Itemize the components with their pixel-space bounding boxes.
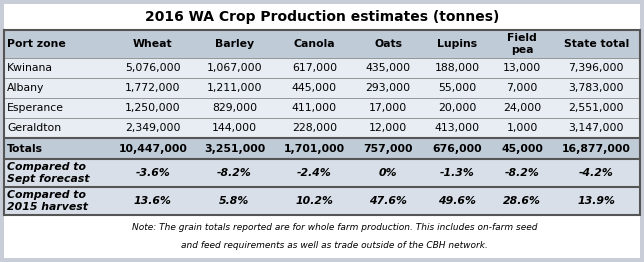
Text: 28.6%: 28.6% — [503, 196, 541, 206]
Bar — [4, 159, 640, 187]
Bar — [4, 98, 640, 118]
Text: Field
pea: Field pea — [507, 33, 537, 55]
Text: 17,000: 17,000 — [369, 103, 407, 113]
Text: -2.4%: -2.4% — [297, 168, 332, 178]
Text: -1.3%: -1.3% — [440, 168, 475, 178]
Text: 10.2%: 10.2% — [296, 196, 334, 206]
Bar — [4, 138, 640, 159]
Text: 829,000: 829,000 — [212, 103, 257, 113]
Bar — [4, 30, 640, 58]
Text: 3,147,000: 3,147,000 — [569, 123, 624, 133]
Text: -3.6%: -3.6% — [135, 168, 170, 178]
Text: 411,000: 411,000 — [292, 103, 337, 113]
Text: State total: State total — [564, 39, 629, 49]
Text: 10,447,000: 10,447,000 — [118, 144, 187, 154]
Text: 24,000: 24,000 — [503, 103, 542, 113]
Text: 757,000: 757,000 — [363, 144, 413, 154]
Text: 1,067,000: 1,067,000 — [207, 63, 262, 73]
Text: 5.8%: 5.8% — [220, 196, 250, 206]
Text: 2016 WA Crop Production estimates (tonnes): 2016 WA Crop Production estimates (tonne… — [145, 10, 499, 24]
Text: -4.2%: -4.2% — [579, 168, 614, 178]
Text: 7,000: 7,000 — [507, 83, 538, 93]
Text: 49.6%: 49.6% — [439, 196, 476, 206]
Text: 5,076,000: 5,076,000 — [125, 63, 180, 73]
Text: 16,877,000: 16,877,000 — [562, 144, 630, 154]
Text: 13.9%: 13.9% — [577, 196, 615, 206]
Bar — [4, 78, 640, 98]
Text: Note: The grain totals reported are for whole farm production. This includes on-: Note: The grain totals reported are for … — [132, 223, 538, 232]
Text: 0%: 0% — [379, 168, 397, 178]
Text: 2,551,000: 2,551,000 — [569, 103, 624, 113]
Text: 20,000: 20,000 — [438, 103, 477, 113]
Bar — [4, 58, 640, 78]
Text: 445,000: 445,000 — [292, 83, 337, 93]
Text: -8.2%: -8.2% — [217, 168, 252, 178]
Text: Geraldton: Geraldton — [7, 123, 61, 133]
Text: and feed requirements as well as trade outside of the CBH network.: and feed requirements as well as trade o… — [182, 241, 488, 250]
Text: 2,349,000: 2,349,000 — [125, 123, 180, 133]
Text: 3,783,000: 3,783,000 — [569, 83, 624, 93]
Text: Compared to
2015 harvest: Compared to 2015 harvest — [7, 190, 88, 212]
Text: 1,211,000: 1,211,000 — [207, 83, 262, 93]
Text: 676,000: 676,000 — [433, 144, 482, 154]
Text: Totals: Totals — [7, 144, 43, 154]
Text: 13.6%: 13.6% — [134, 196, 172, 206]
Text: 413,000: 413,000 — [435, 123, 480, 133]
Text: 1,772,000: 1,772,000 — [125, 83, 180, 93]
Text: 45,000: 45,000 — [501, 144, 543, 154]
Text: 1,250,000: 1,250,000 — [125, 103, 180, 113]
Text: Albany: Albany — [7, 83, 44, 93]
Text: 47.6%: 47.6% — [369, 196, 407, 206]
Text: 435,000: 435,000 — [365, 63, 411, 73]
Text: 293,000: 293,000 — [365, 83, 411, 93]
Text: Wheat: Wheat — [133, 39, 173, 49]
Text: 13,000: 13,000 — [503, 63, 542, 73]
Bar — [4, 118, 640, 138]
Text: Esperance: Esperance — [7, 103, 64, 113]
Text: 3,251,000: 3,251,000 — [204, 144, 265, 154]
Text: Kwinana: Kwinana — [7, 63, 53, 73]
Text: 12,000: 12,000 — [369, 123, 407, 133]
Text: 7,396,000: 7,396,000 — [569, 63, 624, 73]
Text: Oats: Oats — [374, 39, 402, 49]
Text: 228,000: 228,000 — [292, 123, 337, 133]
Text: Lupins: Lupins — [437, 39, 477, 49]
Text: -8.2%: -8.2% — [505, 168, 540, 178]
Bar — [4, 187, 640, 215]
Bar — [4, 4, 640, 30]
Text: 144,000: 144,000 — [212, 123, 257, 133]
Text: 1,701,000: 1,701,000 — [284, 144, 345, 154]
Text: Canola: Canola — [294, 39, 335, 49]
Text: 1,000: 1,000 — [507, 123, 538, 133]
Text: 617,000: 617,000 — [292, 63, 337, 73]
Bar — [4, 215, 640, 258]
Text: Compared to
Sept forecast: Compared to Sept forecast — [7, 162, 90, 184]
Text: Barley: Barley — [215, 39, 254, 49]
Text: 188,000: 188,000 — [435, 63, 480, 73]
Text: Port zone: Port zone — [7, 39, 66, 49]
Text: 55,000: 55,000 — [438, 83, 477, 93]
